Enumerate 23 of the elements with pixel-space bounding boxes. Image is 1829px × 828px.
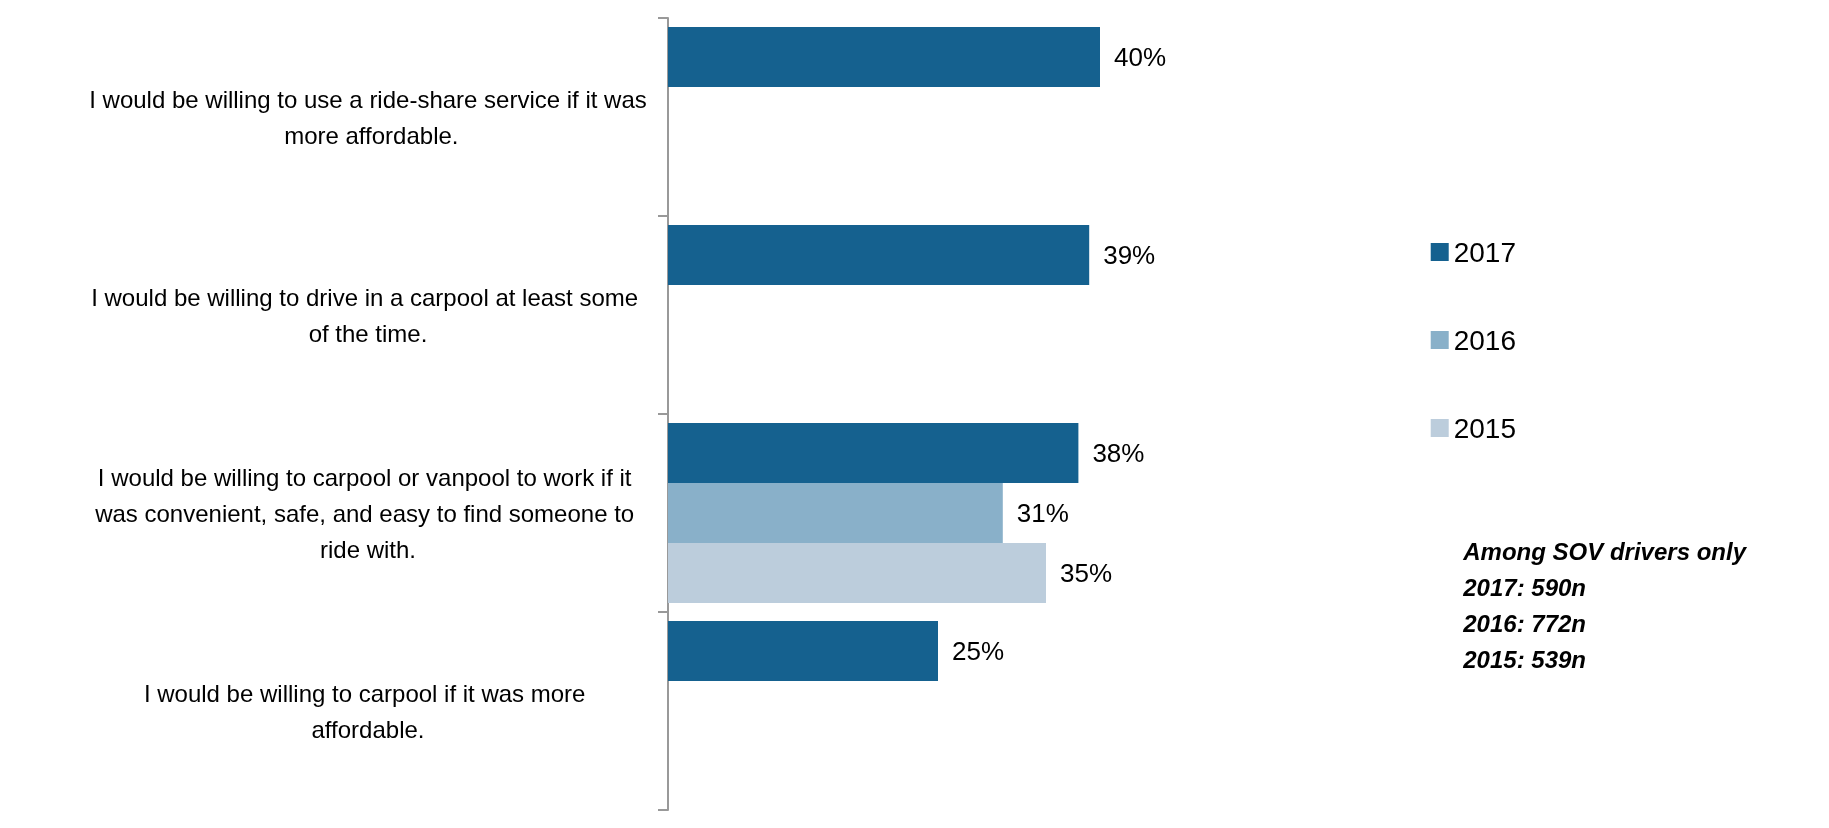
text: Among SOV drivers only <box>1462 537 1748 565</box>
text: 2015: 539n <box>1462 645 1587 673</box>
bar <box>668 27 1100 87</box>
y-tick-label: I would be willing to use a ride-share service if it was more affordable. <box>89 85 647 149</box>
data-label: 39% <box>1103 240 1156 270</box>
y-tick-label: I would be willing to carpool or vanpool to work if it was convenient, safe, and easy to find someone to ride with. <box>94 463 641 563</box>
text: 2016: 772n <box>1462 609 1587 637</box>
data-label: 40% <box>1114 42 1167 72</box>
y-tick-label: I would be willing to drive in a carpool at least some of the time. <box>91 283 645 347</box>
bar <box>668 621 938 681</box>
legend-label: 2017 <box>1453 236 1517 268</box>
legend-label: 2016 <box>1453 324 1517 356</box>
data-label: 31% <box>1016 498 1069 528</box>
bar <box>668 225 1090 285</box>
bar <box>668 543 1046 603</box>
y-tick-label: I would be willing to carpool if it was more affordable. <box>143 679 593 743</box>
bar <box>668 483 1003 543</box>
data-label: 25% <box>952 636 1005 666</box>
bar <box>668 423 1079 483</box>
text: 2017: 590n <box>1462 573 1587 601</box>
data-label: 35% <box>1060 558 1113 588</box>
data-label: 38% <box>1092 438 1145 468</box>
legend-label: 2015 <box>1453 412 1517 444</box>
